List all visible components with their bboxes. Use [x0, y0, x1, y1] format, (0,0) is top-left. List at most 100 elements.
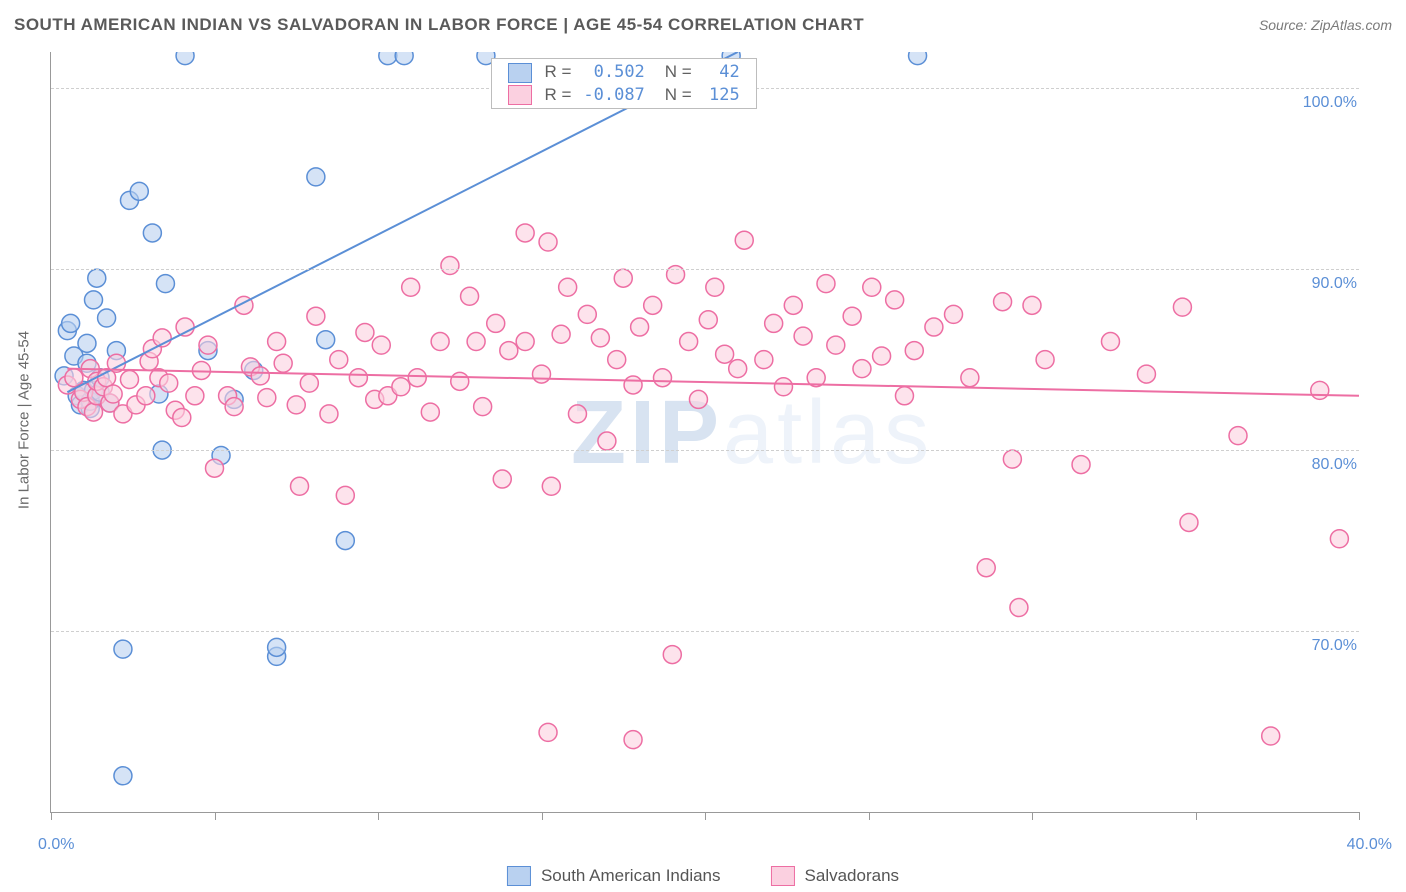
- data-point: [1010, 599, 1028, 617]
- data-point: [160, 374, 178, 392]
- data-point: [735, 231, 753, 249]
- data-point: [533, 365, 551, 383]
- x-tick: [542, 812, 543, 820]
- data-point: [78, 334, 96, 352]
- x-tick: [378, 812, 379, 820]
- data-point: [827, 336, 845, 354]
- data-point: [716, 345, 734, 363]
- data-point: [977, 559, 995, 577]
- x-axis-max-label: 40.0%: [1347, 836, 1392, 854]
- data-point: [516, 333, 534, 351]
- data-point: [317, 331, 335, 349]
- data-point: [493, 470, 511, 488]
- data-point: [680, 333, 698, 351]
- data-point: [392, 378, 410, 396]
- x-tick: [215, 812, 216, 820]
- gridline: [51, 631, 1359, 632]
- data-point: [1229, 427, 1247, 445]
- data-point: [591, 329, 609, 347]
- legend-label-series2: Salvadorans: [805, 866, 900, 886]
- data-point: [114, 767, 132, 785]
- data-point: [559, 278, 577, 296]
- data-point: [689, 390, 707, 408]
- data-point: [631, 318, 649, 336]
- data-point: [356, 323, 374, 341]
- x-tick: [51, 812, 52, 820]
- data-point: [994, 293, 1012, 311]
- data-point: [431, 333, 449, 351]
- x-tick: [1196, 812, 1197, 820]
- data-point: [395, 52, 413, 65]
- data-point: [349, 369, 367, 387]
- data-point: [500, 342, 518, 360]
- data-point: [474, 398, 492, 416]
- data-point: [307, 168, 325, 186]
- data-point: [925, 318, 943, 336]
- data-point: [467, 333, 485, 351]
- gridline: [51, 450, 1359, 451]
- data-point: [421, 403, 439, 421]
- data-point: [62, 314, 80, 332]
- y-tick-label: 90.0%: [1308, 275, 1361, 293]
- data-point: [114, 640, 132, 658]
- data-point: [258, 389, 276, 407]
- legend-swatch-series2: [771, 866, 795, 886]
- data-point: [598, 432, 616, 450]
- data-point: [372, 336, 390, 354]
- data-point: [1036, 351, 1054, 369]
- data-point: [539, 233, 557, 251]
- title-bar: SOUTH AMERICAN INDIAN VS SALVADORAN IN L…: [14, 10, 1392, 40]
- data-point: [156, 275, 174, 293]
- data-point: [251, 367, 269, 385]
- data-point: [104, 385, 122, 403]
- data-point: [408, 369, 426, 387]
- x-tick: [869, 812, 870, 820]
- scatter-plot-svg: [51, 52, 1359, 812]
- data-point: [1137, 365, 1155, 383]
- y-tick-label: 100.0%: [1299, 94, 1361, 112]
- data-point: [765, 314, 783, 332]
- data-point: [1330, 530, 1348, 548]
- data-point: [1180, 513, 1198, 531]
- chart-area: ZIPatlas 70.0%80.0%90.0%100.0%: [50, 52, 1359, 813]
- data-point: [817, 275, 835, 293]
- data-point: [794, 327, 812, 345]
- data-point: [886, 291, 904, 309]
- data-point: [137, 387, 155, 405]
- source-label: Source: ZipAtlas.com: [1259, 17, 1392, 33]
- x-tick: [705, 812, 706, 820]
- data-point: [173, 409, 191, 427]
- data-point: [85, 403, 103, 421]
- data-point: [843, 307, 861, 325]
- legend-item-series2: Salvadorans: [771, 866, 900, 886]
- y-tick-label: 70.0%: [1308, 637, 1361, 655]
- x-tick: [1359, 812, 1360, 820]
- correlation-legend: R =0.502 N =42 R =-0.087 N =125: [491, 58, 756, 109]
- data-point: [568, 405, 586, 423]
- data-point: [614, 269, 632, 287]
- data-point: [1262, 727, 1280, 745]
- data-point: [268, 638, 286, 656]
- data-point: [379, 52, 397, 65]
- data-point: [699, 311, 717, 329]
- x-tick: [1032, 812, 1033, 820]
- data-point: [186, 387, 204, 405]
- y-tick-label: 80.0%: [1308, 456, 1361, 474]
- data-point: [624, 376, 642, 394]
- data-point: [274, 354, 292, 372]
- data-point: [1003, 450, 1021, 468]
- data-point: [441, 257, 459, 275]
- data-point: [336, 532, 354, 550]
- data-point: [653, 369, 671, 387]
- data-point: [624, 731, 642, 749]
- data-point: [608, 351, 626, 369]
- data-point: [1072, 456, 1090, 474]
- data-point: [542, 477, 560, 495]
- gridline: [51, 269, 1359, 270]
- data-point: [88, 269, 106, 287]
- data-point: [1173, 298, 1191, 316]
- data-point: [552, 325, 570, 343]
- legend-swatch-series1: [507, 866, 531, 886]
- y-axis-title: In Labor Force | Age 45-54: [16, 331, 33, 509]
- data-point: [330, 351, 348, 369]
